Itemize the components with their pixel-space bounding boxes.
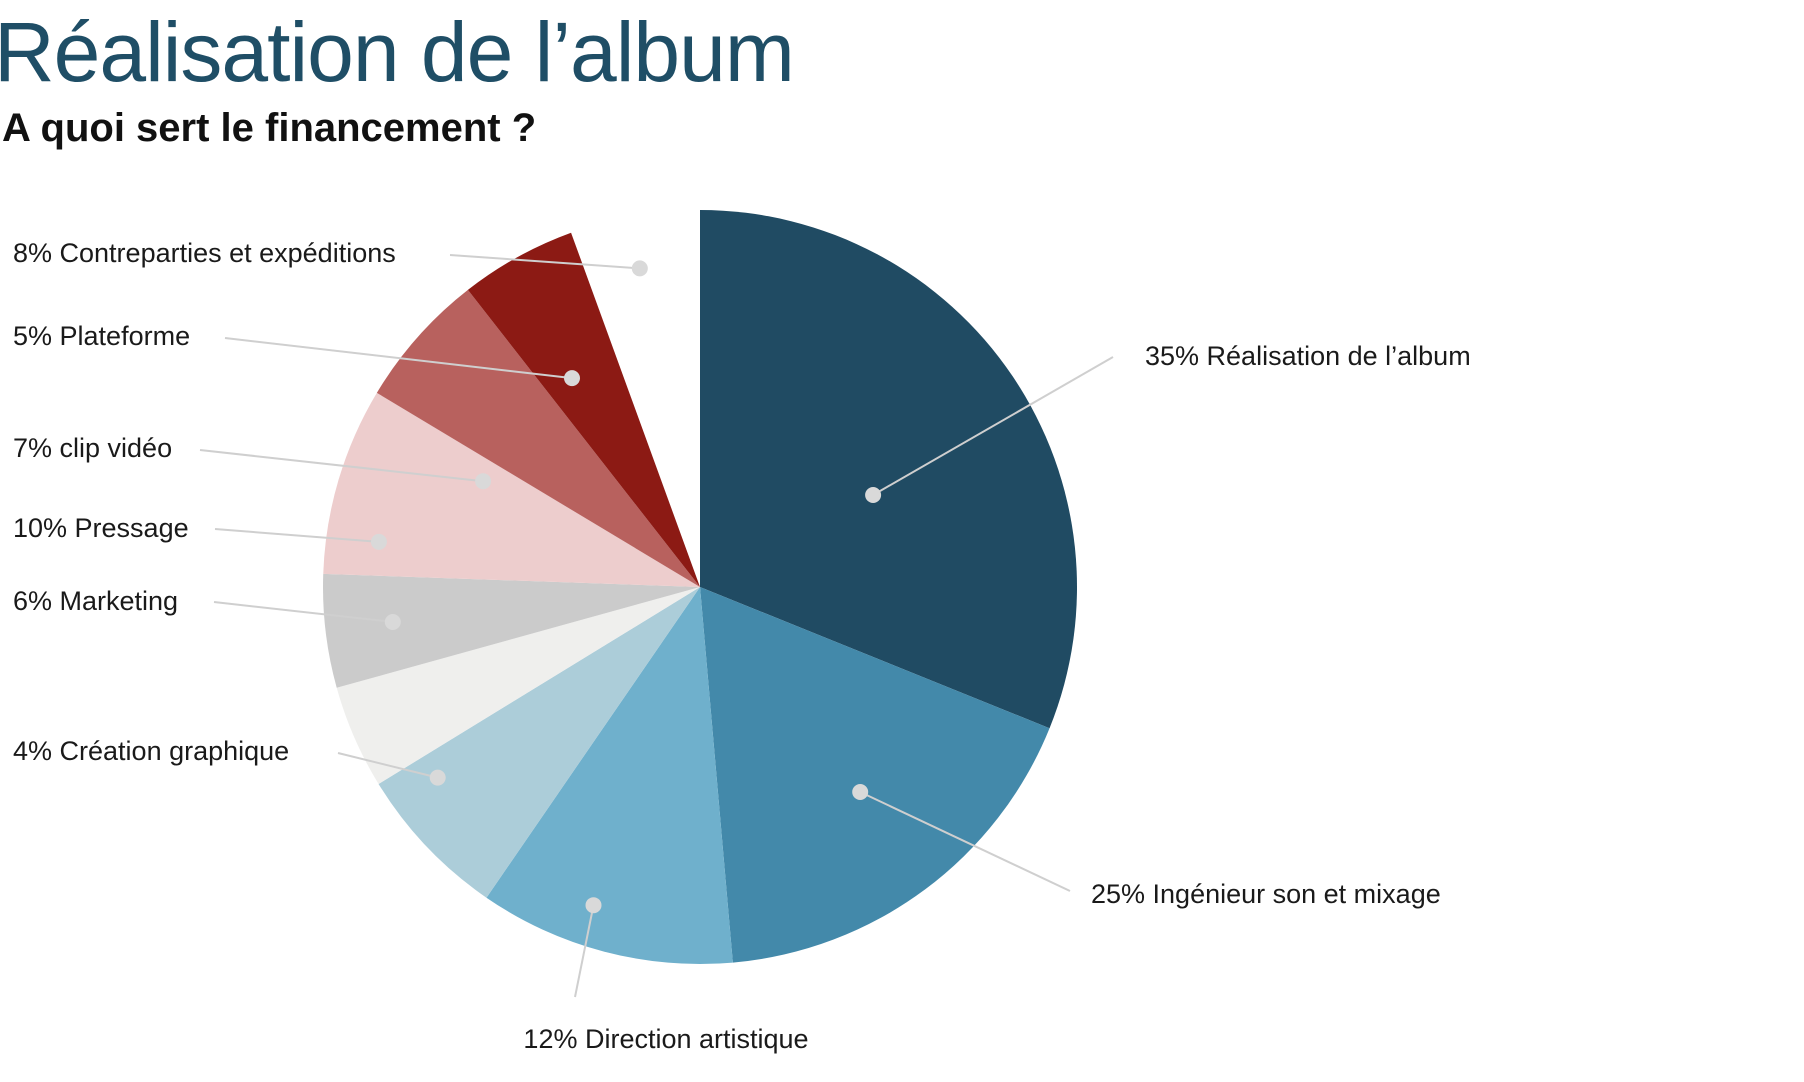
pie-slice-marketing (336, 587, 700, 784)
leader-line (337, 752, 438, 779)
chart-subtitle: A quoi sert le financement ? (2, 106, 537, 150)
callout-dot (865, 487, 882, 503)
slice-label: 6% Marketing (13, 586, 178, 616)
slice-label: 25% Ingénieur son et mixage (1091, 879, 1441, 909)
leader-line (199, 449, 484, 483)
callout-dot (370, 533, 387, 550)
leader-line (213, 601, 393, 623)
slice-label: 35% Réalisation de l’album (1145, 341, 1471, 371)
leader-line (859, 791, 1071, 892)
pie-slices (323, 210, 1078, 965)
slice-label: 7% clip vidéo (13, 433, 172, 463)
slice-label: 4% Création graphique (13, 736, 289, 766)
leader-line (214, 528, 379, 543)
chart-title: Réalisation de l’album (0, 5, 795, 99)
leader-line (449, 254, 640, 270)
callout-dot (564, 370, 580, 387)
callout-dot (429, 769, 446, 786)
callout-dot (384, 614, 401, 630)
pie-slice-pressage (323, 573, 700, 688)
slice-label: 8% Contreparties et expéditions (13, 238, 396, 268)
slice-label: 10% Pressage (13, 513, 189, 543)
pie-slice-direction-artistique (486, 587, 733, 965)
pie-callouts: 35% Réalisation de l’album 25% Ingénieur … (13, 238, 1471, 1054)
slice-label: 5% Plateforme (13, 321, 190, 351)
pie-slice-ingenieur-son-et-mixage (700, 587, 1050, 963)
callout-dot (852, 784, 869, 800)
leader-line (224, 337, 573, 380)
pie-slice-contreparties-et-expeditions (467, 232, 700, 588)
slice-label: 12% Direction artistique (523, 1024, 808, 1054)
callout-dot (585, 897, 602, 914)
callout-dot (475, 473, 492, 490)
callout-dot (631, 260, 648, 277)
leader-line (872, 356, 1114, 496)
pie-slice-creation-graphique (378, 587, 700, 898)
pie-slice-clip-video (323, 392, 700, 587)
leader-line (574, 905, 595, 998)
pie-slice-realisation-de-l-album (700, 210, 1078, 729)
